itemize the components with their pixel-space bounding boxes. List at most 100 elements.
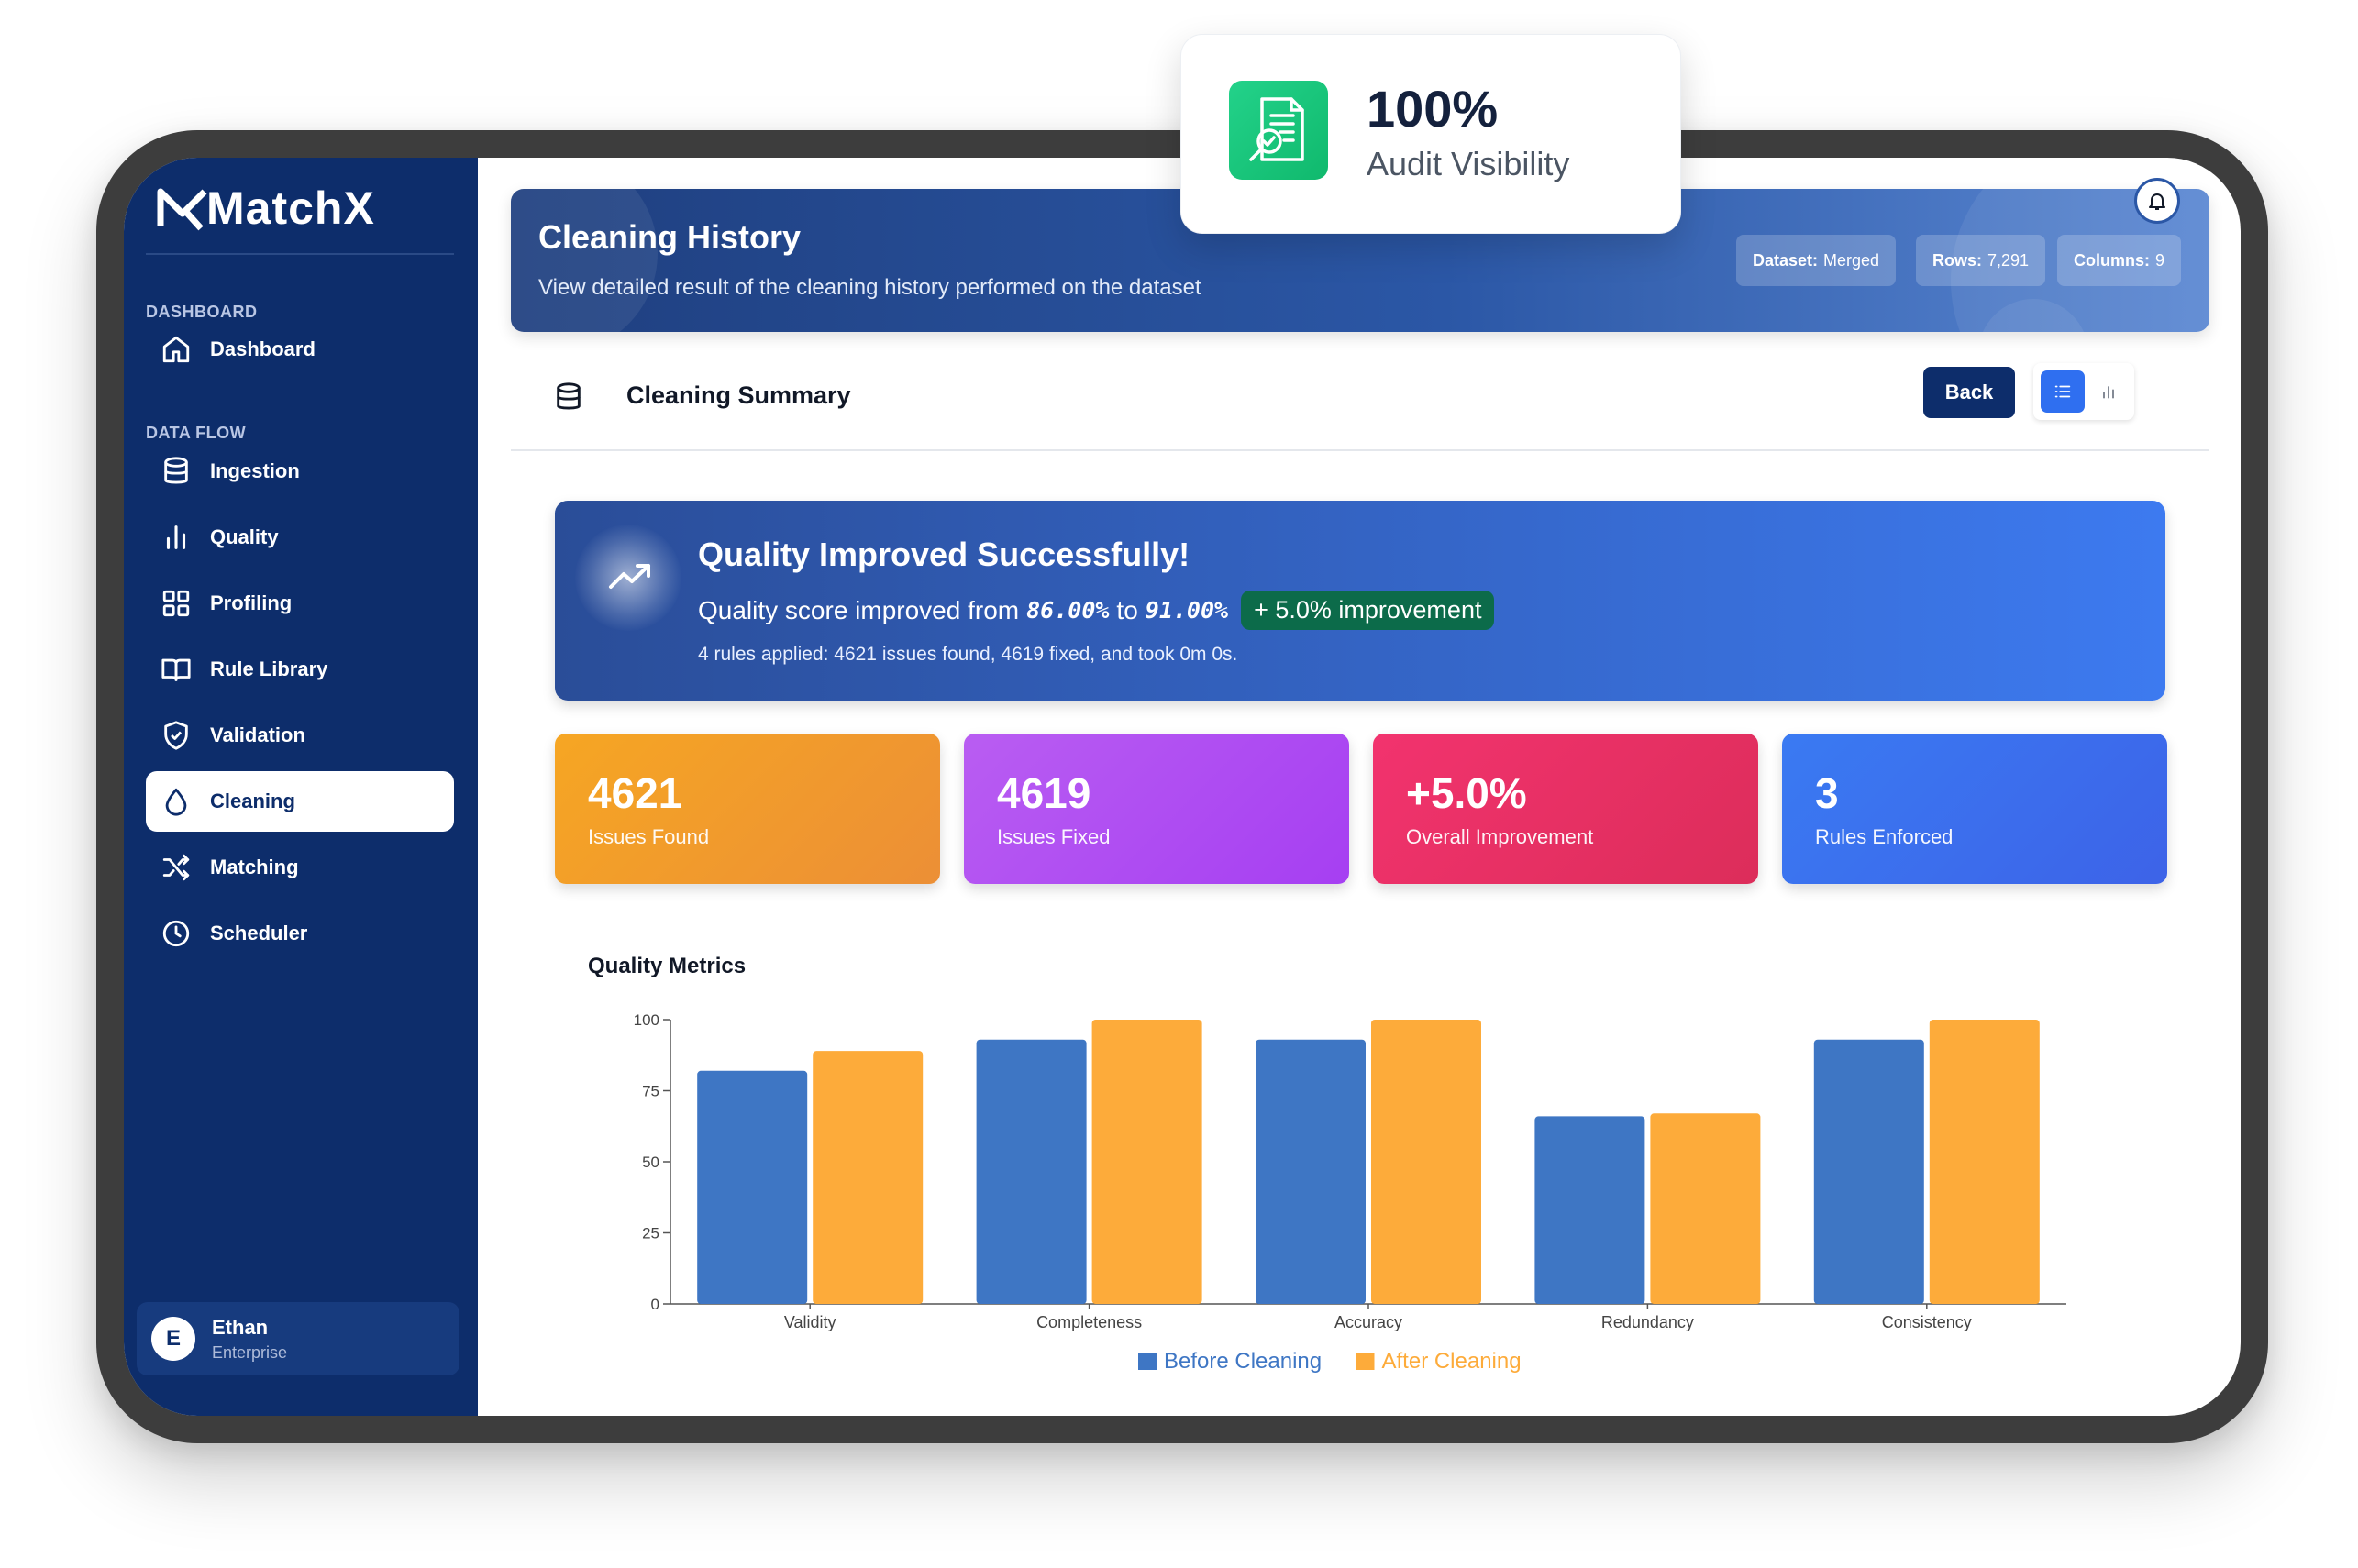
score-prefix: Quality score improved from bbox=[698, 595, 1020, 624]
stat-label: Issues Fixed bbox=[997, 825, 1111, 848]
bar-after-redundancy bbox=[1650, 1113, 1761, 1304]
sidebar-item-rule-library[interactable]: Rule Library bbox=[146, 639, 454, 700]
bell-icon bbox=[2149, 193, 2165, 210]
sidebar-item-dashboard[interactable]: Dashboard bbox=[146, 319, 454, 380]
sidebar-item-matching[interactable]: Matching bbox=[146, 837, 454, 898]
stat-value: 4621 bbox=[588, 769, 682, 817]
sidebar-divider bbox=[146, 253, 454, 255]
metrics-title: Quality Metrics bbox=[588, 954, 747, 978]
home-icon bbox=[162, 336, 190, 363]
legend-swatch bbox=[1138, 1353, 1157, 1370]
chip-value: Merged bbox=[1823, 250, 1880, 270]
view-toggle bbox=[2033, 363, 2134, 420]
audit-value: 100% bbox=[1367, 80, 1499, 138]
banner-note: 4 rules applied: 4621 issues found, 4619… bbox=[698, 644, 1238, 665]
banner-score-line: Quality score improved from 86.00% to 91… bbox=[698, 591, 1495, 630]
bar-chart-icon bbox=[2103, 386, 2114, 399]
chart-view-button[interactable] bbox=[2090, 370, 2127, 413]
nav-section-data-flow: DATA FLOW bbox=[146, 424, 247, 442]
bar-before-redundancy bbox=[1534, 1116, 1645, 1304]
sidebar-item-validation[interactable]: Validation bbox=[146, 705, 454, 766]
shuffle-icon bbox=[162, 854, 190, 881]
score-to: 91.00% bbox=[1145, 597, 1229, 624]
bar-after-completeness bbox=[1091, 1020, 1202, 1304]
banner-title: Quality Improved Successfully! bbox=[698, 536, 1190, 573]
app-screen: MatchX DASHBOARD Dashboard DATA FLOW Ing… bbox=[124, 158, 2241, 1416]
stat-label: Overall Improvement bbox=[1406, 825, 1594, 848]
stat-label: Issues Found bbox=[588, 825, 710, 848]
y-tick-label: 0 bbox=[651, 1296, 659, 1313]
user-name: Ethan bbox=[212, 1315, 269, 1339]
stat-value: 4619 bbox=[997, 769, 1091, 817]
list-view-button[interactable] bbox=[2041, 370, 2085, 413]
tablet-frame: MatchX DASHBOARD Dashboard DATA FLOW Ing… bbox=[96, 130, 2268, 1443]
y-tick-label: 75 bbox=[642, 1083, 659, 1100]
x-tick-label: Validity bbox=[784, 1313, 836, 1331]
sidebar-item-ingestion[interactable]: Ingestion bbox=[146, 441, 454, 502]
sidebar-item-label: Cleaning bbox=[210, 790, 295, 812]
bar-after-consistency bbox=[1929, 1020, 2040, 1304]
score-to-word: to bbox=[1116, 595, 1138, 624]
decor-circle bbox=[511, 189, 658, 332]
chip-value: 9 bbox=[2155, 250, 2165, 270]
sidebar-item-scheduler[interactable]: Scheduler bbox=[146, 903, 454, 964]
dataset-chip: Dataset: Merged bbox=[1736, 235, 1897, 286]
user-role: Enterprise bbox=[212, 1342, 288, 1362]
shield-check-icon bbox=[164, 721, 188, 750]
sidebar-item-label: Dashboard bbox=[210, 337, 316, 360]
rows-chip: Rows: 7,291 bbox=[1916, 235, 2046, 286]
stat-card-overall-improvement: +5.0% Overall Improvement bbox=[1373, 734, 1758, 884]
bar-chart-icon bbox=[166, 525, 186, 549]
score-from: 86.00% bbox=[1026, 597, 1110, 624]
grid-icon bbox=[162, 590, 190, 617]
droplet-icon bbox=[165, 788, 187, 816]
brand-name: MatchX bbox=[206, 182, 375, 234]
brand-logo[interactable]: MatchX bbox=[157, 182, 375, 235]
sidebar-item-label: Scheduler bbox=[210, 922, 308, 944]
sidebar-item-label: Ingestion bbox=[210, 459, 300, 482]
sidebar-item-quality[interactable]: Quality bbox=[146, 507, 454, 568]
summary-title: Cleaning Summary bbox=[626, 381, 851, 409]
stat-label: Rules Enforced bbox=[1815, 825, 1954, 848]
chip-key: Columns: bbox=[2074, 250, 2150, 270]
chip-key: Dataset: bbox=[1753, 250, 1819, 270]
stat-value: 3 bbox=[1815, 769, 1839, 817]
sidebar-item-label: Profiling bbox=[210, 591, 293, 614]
user-card[interactable]: E Ethan Enterprise bbox=[137, 1302, 459, 1375]
avatar: E bbox=[151, 1317, 195, 1361]
nav-section-dashboard: DASHBOARD bbox=[146, 303, 258, 321]
x-tick-label: Accuracy bbox=[1334, 1313, 1402, 1331]
trending-up-icon bbox=[609, 564, 650, 589]
quality-metrics-chart: 0 25 50 75 100 Validity Completeness Accuracy Re… bbox=[634, 1011, 2066, 1374]
columns-chip: Columns: 9 bbox=[2057, 235, 2182, 286]
chip-key: Rows: bbox=[1932, 250, 1982, 270]
audit-report-icon bbox=[1229, 81, 1328, 180]
x-tick-label: Completeness bbox=[1036, 1313, 1142, 1331]
matchx-logo-icon bbox=[157, 188, 207, 231]
chip-value: 7,291 bbox=[1987, 250, 2030, 270]
audit-label: Audit Visibility bbox=[1367, 145, 1570, 182]
y-tick-label: 100 bbox=[634, 1011, 659, 1029]
y-tick-label: 25 bbox=[642, 1225, 659, 1242]
book-icon bbox=[161, 658, 191, 681]
notification-button[interactable] bbox=[2134, 178, 2180, 224]
improvement-badge: + 5.0% improvement bbox=[1241, 591, 1495, 630]
sidebar-item-profiling[interactable]: Profiling bbox=[146, 573, 454, 634]
summary-toolbar: Cleaning Summary Back bbox=[511, 345, 2209, 451]
bar-after-accuracy bbox=[1371, 1020, 1481, 1304]
clock-icon bbox=[162, 920, 190, 947]
legend-swatch bbox=[1356, 1353, 1375, 1370]
page-subtitle: View detailed result of the cleaning his… bbox=[538, 275, 1201, 300]
audit-visibility-card: 100% Audit Visibility bbox=[1180, 34, 1681, 234]
sidebar: MatchX DASHBOARD Dashboard DATA FLOW Ing… bbox=[124, 158, 478, 1416]
bar-before-consistency bbox=[1813, 1039, 1924, 1304]
user-info: Ethan Enterprise bbox=[212, 1316, 287, 1363]
database-icon bbox=[164, 457, 188, 484]
database-icon bbox=[557, 382, 581, 410]
stat-card-issues-fixed: 4619 Issues Fixed bbox=[964, 734, 1349, 884]
sidebar-item-label: Rule Library bbox=[210, 657, 328, 680]
back-button[interactable]: Back bbox=[1923, 367, 2015, 418]
sidebar-item-label: Validation bbox=[210, 723, 305, 746]
sidebar-item-cleaning[interactable]: Cleaning bbox=[146, 771, 454, 832]
